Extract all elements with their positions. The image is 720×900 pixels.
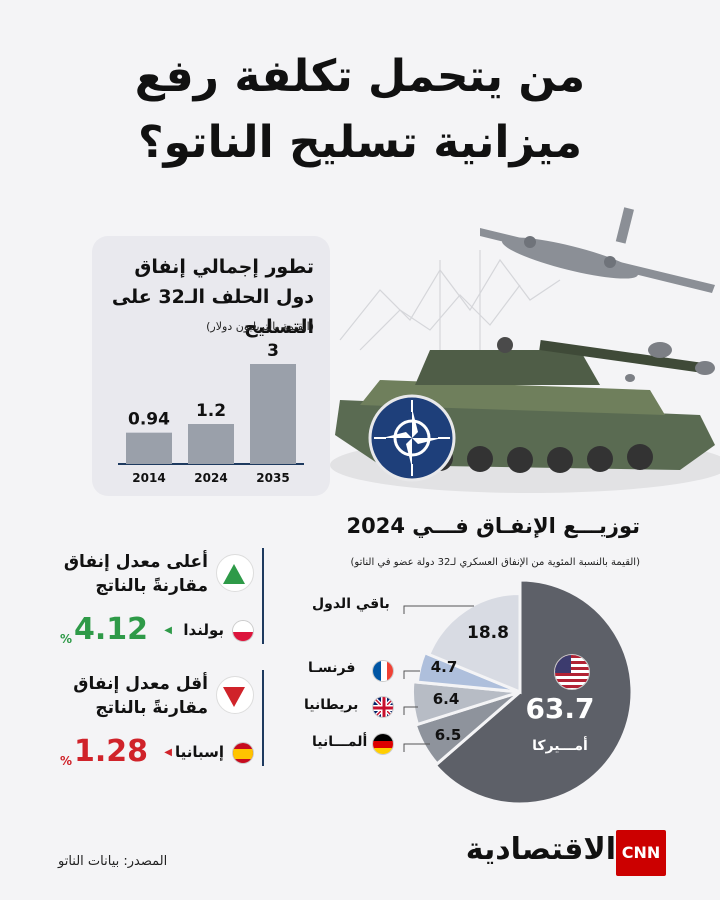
- lowest-label-line-1: أقل معدل إنفاق: [73, 674, 208, 694]
- lowest-label-line-2: مقارنةً بالناتج: [95, 698, 208, 718]
- pie-label-germany: ألمـــانيا: [312, 734, 368, 750]
- military-hero-illustration: [330, 207, 720, 493]
- pie-slice-0: [433, 578, 634, 806]
- highest-spending-box: أعلى معدل إنفاق مقارنةً بالناتج بولندا ◀…: [58, 548, 270, 647]
- cnn-logo: CNN: [616, 830, 666, 876]
- divider-line: [262, 548, 264, 644]
- pie-value-label: 18.8: [467, 623, 509, 643]
- background-lines: [339, 250, 561, 351]
- pointer-arrow-icon: ◀: [164, 625, 172, 636]
- pie-slice-1: [413, 690, 521, 766]
- lowest-label: أقل معدل إنفاق مقارنةً بالناتج: [58, 672, 208, 720]
- pointer-arrow-icon: ◀: [164, 747, 172, 758]
- up-triangle-icon: [216, 554, 254, 592]
- title-line-1: من يتحمل تكلفة رفع: [134, 51, 586, 102]
- highest-value: 4.12: [74, 612, 149, 647]
- bar-2035: [250, 364, 296, 464]
- bar-2024: [188, 424, 234, 464]
- pie-leader-line: [403, 605, 474, 614]
- bar-value-label: 3: [267, 341, 279, 361]
- us-flag-icon: [554, 654, 590, 690]
- bar-chart-subtitle: (القيمة بالتريليون دولار): [206, 320, 314, 333]
- highest-label: أعلى معدل إنفاق مقارنةً بالناتج: [58, 550, 208, 598]
- bar-chart: 0.94 2014 1.2 2024 3 2035: [118, 341, 304, 485]
- spending-bar-card: تطور إجمالي إنفاق دول الحلف الـ32 على ال…: [92, 236, 330, 496]
- page-title: من يتحمل تكلفة رفع ميزانية تسليح الناتو؟: [0, 44, 720, 176]
- france-flag-icon: [372, 660, 394, 682]
- pie-value-label: 6.5: [435, 726, 462, 744]
- down-triangle-icon: [216, 676, 254, 714]
- pie-chart-title: توزيـــع الإنفـاق فـــي 2024: [346, 514, 641, 538]
- pie-leader-line: [403, 743, 430, 752]
- uk-flag-icon: [372, 696, 394, 718]
- pie-value-label: 6.4: [433, 690, 460, 708]
- bar-tick-label: 2035: [256, 471, 289, 485]
- brand-name: الاقتصادية: [465, 832, 616, 867]
- pie-value-label: 63.7: [525, 692, 594, 725]
- pie-chart-subtitle: (القيمة بالنسبة المئوية من الإنفاق العسك…: [350, 557, 640, 568]
- germany-flag-icon: [372, 733, 394, 755]
- lowest-value: 1.28: [74, 734, 149, 769]
- pie-slice-3: [415, 650, 521, 694]
- bar-tick-label: 2014: [132, 471, 165, 485]
- pie-slice-2: [410, 680, 521, 727]
- source-note: المصدر: بيانات الناتو: [58, 854, 168, 869]
- pie-label-uk: بريطانيا: [304, 697, 359, 713]
- poland-flag-icon: [232, 620, 254, 642]
- debris: [625, 342, 715, 382]
- bar-2014: [126, 432, 172, 464]
- pie-label-rest: باقي الدول: [312, 596, 390, 612]
- pie-leader-line: [403, 670, 420, 679]
- pie-label-france: فرنسـا: [308, 660, 356, 676]
- divider-line: [262, 670, 264, 766]
- aircraft-icon: [480, 207, 715, 293]
- highest-country: بولندا: [183, 621, 224, 639]
- pie-slice-4: [426, 591, 522, 695]
- highest-label-line-1: أعلى معدل إنفاق: [63, 552, 208, 572]
- title-line-2: ميزانية تسليح الناتو؟: [137, 117, 583, 168]
- pie-label-usa: أمـــيركا: [532, 736, 588, 754]
- lowest-unit: %: [60, 754, 73, 768]
- spain-flag-icon: [232, 742, 254, 764]
- highest-label-line-2: مقارنةً بالناتج: [95, 576, 208, 596]
- highest-unit: %: [60, 632, 73, 646]
- pie-value-label: 4.7: [431, 658, 458, 676]
- pie-leader-line: [403, 706, 418, 715]
- bar-tick-label: 2024: [194, 471, 227, 485]
- nato-logo-icon: [368, 394, 456, 482]
- bar-chart-title: تطور إجمالي إنفاق دول الحلف الـ32 على ال…: [111, 256, 314, 338]
- lowest-country: إسبانيا: [174, 743, 224, 761]
- bar-value-label: 1.2: [196, 401, 226, 421]
- bar-value-label: 0.94: [128, 410, 170, 430]
- lowest-spending-box: أقل معدل إنفاق مقارنةً بالناتج إسبانيا ◀…: [58, 670, 270, 769]
